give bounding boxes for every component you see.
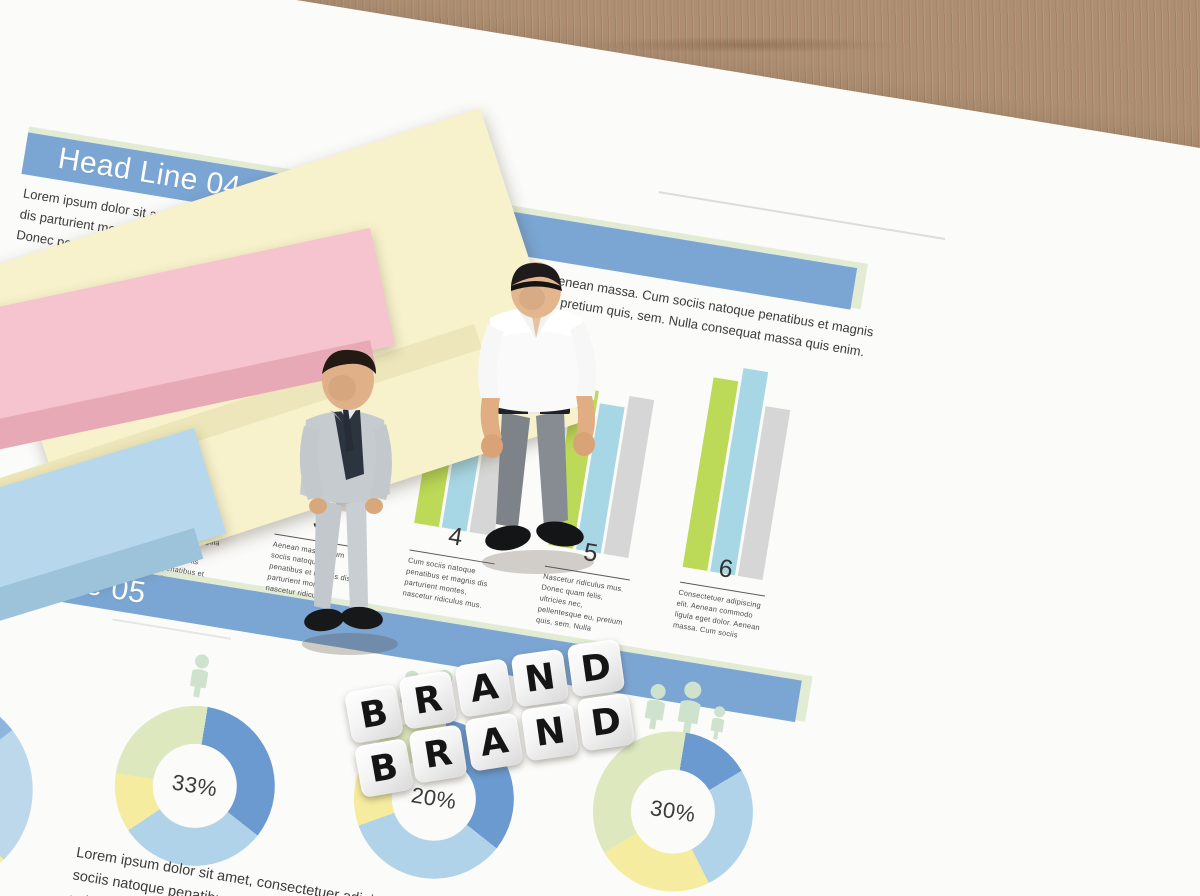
man-white-shirt-figure-icon: [478, 262, 597, 574]
blue-sticky-pad: [0, 428, 227, 644]
top-divider-rule: [658, 191, 946, 240]
person-icon: [677, 681, 702, 736]
bar-group-caption-6: Consectetuer adipiscing elit. Aenean com…: [672, 587, 762, 640]
pie-chart-d: [0, 677, 48, 896]
letter-block: A: [464, 712, 524, 772]
child-person-icon: [710, 706, 726, 740]
letter-block: R: [408, 724, 468, 784]
figurine-man-white-shirt: [440, 262, 630, 582]
letter-block: N: [520, 702, 580, 762]
pictogram-group-1: [183, 651, 216, 699]
letter-block: B: [353, 737, 415, 799]
letter-block: B: [343, 683, 405, 745]
donut-center-label-3: 30%: [624, 763, 722, 860]
bar-group-6: [682, 345, 804, 581]
person-icon: [189, 654, 209, 698]
letter-block: A: [454, 658, 514, 718]
letter-block: D: [566, 638, 626, 698]
donut-center-label-1: 33%: [146, 737, 244, 835]
businessman-figure-icon: [299, 349, 398, 655]
figurine-businessman: [272, 348, 422, 658]
pictogram-group-3: [638, 673, 734, 741]
letter-block: R: [398, 670, 458, 730]
letter-block: D: [576, 692, 636, 752]
letter-block: N: [510, 648, 570, 708]
person-icon: [644, 684, 666, 730]
